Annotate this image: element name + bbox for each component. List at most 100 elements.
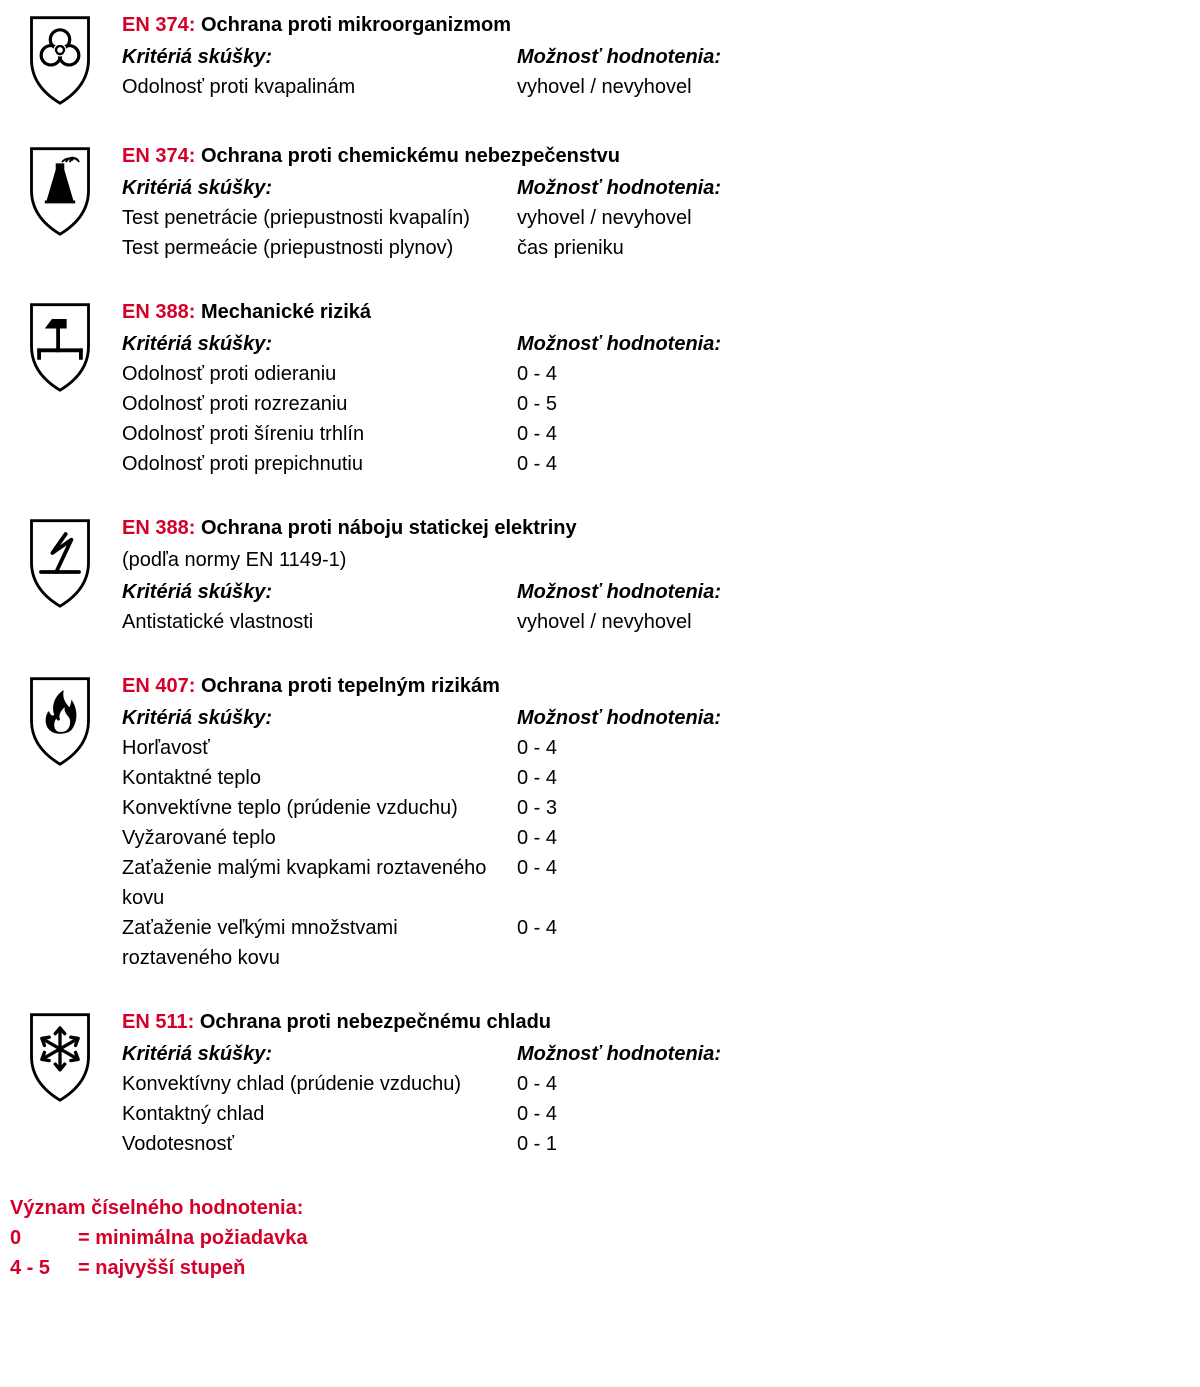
rating-text: vyhovel / nevyhovel — [517, 203, 692, 233]
standard-code: EN 374: — [122, 145, 195, 167]
standard-block: EN 374: Ochrana proti chemickému nebezpe… — [10, 141, 1170, 263]
standard-block: EN 407: Ochrana proti tepelným rizikámKr… — [10, 671, 1170, 973]
standard-code: EN 407: — [122, 675, 195, 697]
footer-desc: = minimálna požiadavka — [78, 1223, 308, 1253]
flask-icon — [10, 141, 110, 238]
criteria-header: Kritériá skúšky: — [122, 173, 517, 203]
rating-text: 0 - 4 — [517, 763, 557, 793]
footer-num: 4 - 5 — [10, 1253, 78, 1283]
footer-row: 4 - 5 = najvyšší stupeň — [10, 1253, 1170, 1283]
criteria-row: Odolnosť proti prepichnutiu0 - 4 — [122, 449, 1170, 479]
criteria-header-row: Kritériá skúšky:Možnosť hodnotenia: — [122, 42, 1170, 72]
criteria-row: Vodotesnosť0 - 1 — [122, 1129, 1170, 1159]
criteria-row: Odolnosť proti rozrezaniu0 - 5 — [122, 389, 1170, 419]
static-icon — [10, 513, 110, 610]
rating-text: 0 - 4 — [517, 449, 557, 479]
standard-block: EN 511: Ochrana proti nebezpečnému chlad… — [10, 1007, 1170, 1159]
rating-text: vyhovel / nevyhovel — [517, 607, 692, 637]
rating-text: 0 - 4 — [517, 823, 557, 853]
rating-header: Možnosť hodnotenia: — [517, 577, 721, 607]
standard-content: EN 374: Ochrana proti chemickému nebezpe… — [110, 141, 1170, 263]
standard-content: EN 388: Ochrana proti náboju statickej e… — [110, 513, 1170, 637]
criteria-header: Kritériá skúšky: — [122, 1039, 517, 1069]
criterion-text: Horľavosť — [122, 733, 517, 763]
hammer-icon — [10, 297, 110, 394]
criterion-text: Odolnosť proti kvapalinám — [122, 72, 517, 102]
criterion-text: Konvektívne teplo (prúdenie vzduchu) — [122, 793, 517, 823]
criteria-row: Zaťaženie malými kvapkami roztaveného ko… — [122, 853, 1170, 913]
criteria-header: Kritériá skúšky: — [122, 703, 517, 733]
standard-title: Ochrana proti mikroorganizmom — [201, 14, 511, 36]
rating-header: Možnosť hodnotenia: — [517, 173, 721, 203]
standard-block: EN 374: Ochrana proti mikroorganizmomKri… — [10, 10, 1170, 107]
standard-title: Ochrana proti nebezpečnému chladu — [200, 1011, 551, 1033]
criteria-row: Kontaktný chlad0 - 4 — [122, 1099, 1170, 1129]
biohazard-icon — [10, 10, 110, 107]
criteria-header-row: Kritériá skúšky:Možnosť hodnotenia: — [122, 703, 1170, 733]
criteria-row: Odolnosť proti šíreniu trhlín0 - 4 — [122, 419, 1170, 449]
criterion-text: Odolnosť proti rozrezaniu — [122, 389, 517, 419]
criteria-header-row: Kritériá skúšky:Možnosť hodnotenia: — [122, 173, 1170, 203]
criteria-row: Odolnosť proti odieraniu0 - 4 — [122, 359, 1170, 389]
standard-block: EN 388: Mechanické rizikáKritériá skúšky… — [10, 297, 1170, 479]
rating-text: 0 - 4 — [517, 419, 557, 449]
rating-header: Možnosť hodnotenia: — [517, 42, 721, 72]
criterion-text: Odolnosť proti šíreniu trhlín — [122, 419, 517, 449]
footer-heading: Význam číselného hodnotenia: — [10, 1193, 1170, 1223]
criterion-text: Kontaktné teplo — [122, 763, 517, 793]
rating-text: čas prieniku — [517, 233, 624, 263]
rating-text: 0 - 1 — [517, 1129, 557, 1159]
criteria-header-row: Kritériá skúšky:Možnosť hodnotenia: — [122, 1039, 1170, 1069]
standard-block: EN 388: Ochrana proti náboju statickej e… — [10, 513, 1170, 637]
criteria-row: Horľavosť0 - 4 — [122, 733, 1170, 763]
criteria-row: Antistatické vlastnostivyhovel / nevyhov… — [122, 607, 1170, 637]
criteria-row: Odolnosť proti kvapalinámvyhovel / nevyh… — [122, 72, 1170, 102]
rating-text: 0 - 5 — [517, 389, 557, 419]
rating-text: 0 - 4 — [517, 733, 557, 763]
criteria-row: Kontaktné teplo0 - 4 — [122, 763, 1170, 793]
standard-title: Ochrana proti náboju statickej elektriny — [201, 517, 577, 539]
criteria-header-row: Kritériá skúšky:Možnosť hodnotenia: — [122, 577, 1170, 607]
criterion-text: Odolnosť proti odieraniu — [122, 359, 517, 389]
criteria-header-row: Kritériá skúšky:Možnosť hodnotenia: — [122, 329, 1170, 359]
criterion-text: Test permeácie (priepustnosti plynov) — [122, 233, 517, 263]
standard-code: EN 374: — [122, 14, 195, 36]
rating-text: 0 - 4 — [517, 913, 557, 943]
criteria-row: Test penetrácie (priepustnosti kvapalín)… — [122, 203, 1170, 233]
criterion-text: Zaťaženie veľkými množstvami roztaveného… — [122, 913, 517, 973]
rating-header: Možnosť hodnotenia: — [517, 703, 721, 733]
standard-code: EN 388: — [122, 301, 195, 323]
standard-title-line: EN 388: Mechanické riziká — [122, 297, 1170, 327]
standard-content: EN 407: Ochrana proti tepelným rizikámKr… — [110, 671, 1170, 973]
standard-code: EN 511: — [122, 1011, 194, 1033]
standard-content: EN 388: Mechanické rizikáKritériá skúšky… — [110, 297, 1170, 479]
flame-icon — [10, 671, 110, 768]
snowflake-icon — [10, 1007, 110, 1104]
rating-text: 0 - 3 — [517, 793, 557, 823]
criterion-text: Zaťaženie malými kvapkami roztaveného ko… — [122, 853, 517, 913]
rating-text: 0 - 4 — [517, 1099, 557, 1129]
standard-content: EN 511: Ochrana proti nebezpečnému chlad… — [110, 1007, 1170, 1159]
criteria-header: Kritériá skúšky: — [122, 329, 517, 359]
standard-title-line: EN 511: Ochrana proti nebezpečnému chlad… — [122, 1007, 1170, 1037]
criterion-text: Kontaktný chlad — [122, 1099, 517, 1129]
standard-title-line: EN 407: Ochrana proti tepelným rizikám — [122, 671, 1170, 701]
standard-subtitle: (podľa normy EN 1149-1) — [122, 545, 1170, 575]
footer-desc: = najvyšší stupeň — [78, 1253, 245, 1283]
rating-text: 0 - 4 — [517, 853, 557, 883]
standard-title: Ochrana proti tepelným rizikám — [201, 675, 500, 697]
criterion-text: Vyžarované teplo — [122, 823, 517, 853]
rating-text: 0 - 4 — [517, 359, 557, 389]
criteria-row: Zaťaženie veľkými množstvami roztaveného… — [122, 913, 1170, 973]
criterion-text: Test penetrácie (priepustnosti kvapalín) — [122, 203, 517, 233]
rating-header: Možnosť hodnotenia: — [517, 329, 721, 359]
standard-title-line: EN 374: Ochrana proti mikroorganizmom — [122, 10, 1170, 40]
standard-title: Ochrana proti chemickému nebezpečenstvu — [201, 145, 620, 167]
standard-code: EN 388: — [122, 517, 195, 539]
standard-title-line: EN 388: Ochrana proti náboju statickej e… — [122, 513, 1170, 543]
rating-text: 0 - 4 — [517, 1069, 557, 1099]
standard-title-line: EN 374: Ochrana proti chemickému nebezpe… — [122, 141, 1170, 171]
criteria-row: Test permeácie (priepustnosti plynov)čas… — [122, 233, 1170, 263]
footer-num: 0 — [10, 1223, 78, 1253]
footer-row: 0 = minimálna požiadavka — [10, 1223, 1170, 1253]
